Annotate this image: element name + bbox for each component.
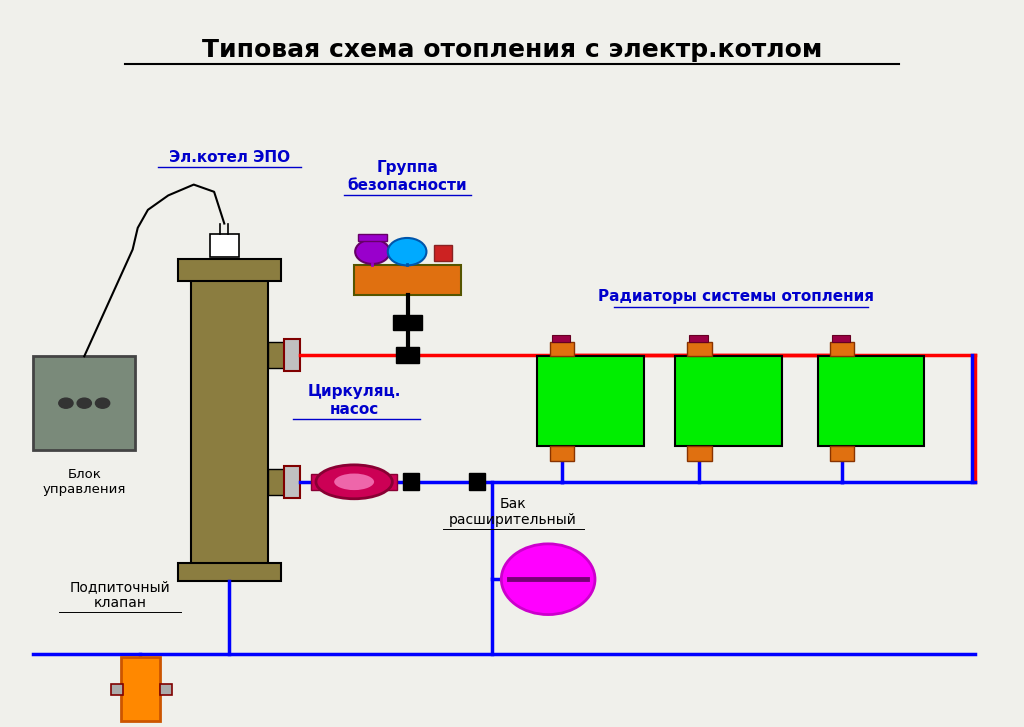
Bar [829,342,854,356]
Text: Радиаторы системы отопления: Радиаторы системы отопления [598,289,874,305]
Bar [284,466,300,498]
Text: Блок
управления: Блок управления [43,468,126,496]
Bar [393,316,422,329]
Circle shape [95,398,110,409]
Bar [675,356,782,446]
Bar [689,334,708,342]
Bar [402,473,419,491]
Bar [34,356,135,450]
Bar [550,446,574,461]
Bar [191,277,267,566]
Text: Подпиточный
клапан: Подпиточный клапан [70,580,170,610]
Text: Группа
безопасности: Группа безопасности [348,160,467,193]
Bar [396,347,419,363]
Bar [831,334,850,342]
Ellipse shape [316,465,392,499]
Circle shape [58,398,73,409]
Bar [160,683,172,695]
Bar [817,356,925,446]
Bar [829,446,854,461]
Bar [433,245,452,261]
Bar [687,342,712,356]
Ellipse shape [502,544,595,614]
Bar [284,339,300,371]
Bar [387,474,397,490]
Bar [469,473,485,491]
Text: Циркуляц.
насос: Циркуляц. насос [307,385,400,417]
Bar [267,342,290,368]
Bar [178,563,281,582]
Circle shape [355,239,390,264]
Bar [538,356,644,446]
Bar [687,446,712,461]
Bar [267,469,290,495]
Bar [111,683,123,695]
Circle shape [388,238,426,265]
Bar [121,657,160,720]
Text: Бак
расширительный: Бак расширительный [449,497,577,527]
Ellipse shape [333,473,375,491]
Bar [552,334,570,342]
Bar [178,259,281,281]
Bar [550,342,574,356]
Bar [358,233,387,241]
Bar [210,233,239,257]
Circle shape [77,398,91,409]
Bar [311,474,322,490]
Text: Типовая схема отопления с электр.котлом: Типовая схема отопления с электр.котлом [202,38,822,62]
Bar [354,265,461,295]
Text: Эл.котел ЭПО: Эл.котел ЭПО [169,150,290,165]
